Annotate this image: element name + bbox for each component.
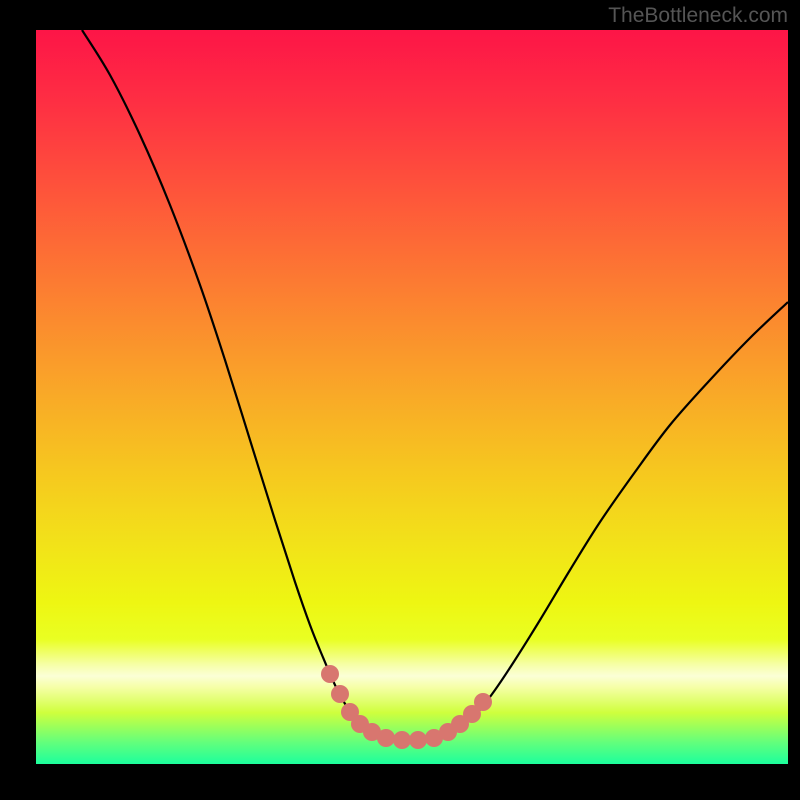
plot-background [36,30,788,764]
chart-frame: TheBottleneck.com [0,0,800,800]
marker-dot [321,665,339,683]
marker-dot [474,693,492,711]
marker-dot [377,729,395,747]
marker-dot [393,731,411,749]
marker-dot [331,685,349,703]
bottleneck-chart [0,0,800,800]
marker-dot [409,731,427,749]
watermark-text: TheBottleneck.com [608,4,788,28]
